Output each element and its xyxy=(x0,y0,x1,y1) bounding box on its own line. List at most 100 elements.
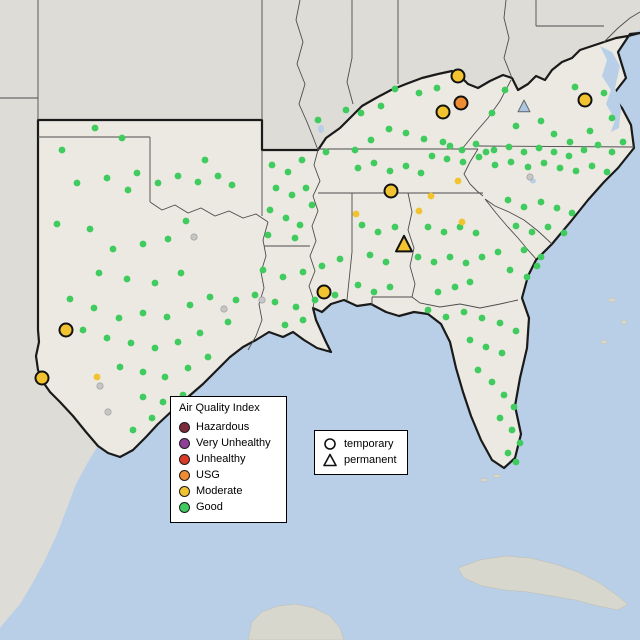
station-good[interactable] xyxy=(177,269,185,277)
station-good[interactable] xyxy=(95,269,103,277)
station-good[interactable] xyxy=(288,191,296,199)
station-good[interactable] xyxy=(537,117,545,125)
station-good[interactable] xyxy=(556,164,564,172)
station-good[interactable] xyxy=(206,293,214,301)
station-good[interactable] xyxy=(520,148,528,156)
station-good[interactable] xyxy=(472,140,480,148)
station-good[interactable] xyxy=(382,258,390,266)
station-good[interactable] xyxy=(308,201,316,209)
station-good[interactable] xyxy=(488,378,496,386)
station-good[interactable] xyxy=(377,102,385,110)
station-good[interactable] xyxy=(440,228,448,236)
station-good[interactable] xyxy=(586,127,594,135)
station-good[interactable] xyxy=(342,106,350,114)
station-good[interactable] xyxy=(506,266,514,274)
station-temporary-moderate[interactable] xyxy=(435,104,451,120)
station-good[interactable] xyxy=(443,155,451,163)
station-good[interactable] xyxy=(504,449,512,457)
station-good[interactable] xyxy=(568,209,576,217)
station-good[interactable] xyxy=(370,159,378,167)
station-good[interactable] xyxy=(524,163,532,171)
station-good[interactable] xyxy=(194,178,202,186)
station-good[interactable] xyxy=(520,246,528,254)
station-good[interactable] xyxy=(619,138,627,146)
station-good[interactable] xyxy=(446,253,454,261)
station-good[interactable] xyxy=(196,329,204,337)
station-good[interactable] xyxy=(282,214,290,222)
station-good[interactable] xyxy=(123,275,131,283)
station-good[interactable] xyxy=(357,109,365,117)
station-good[interactable] xyxy=(214,172,222,180)
station-good[interactable] xyxy=(594,141,602,149)
station-good[interactable] xyxy=(572,167,580,175)
station-moderate[interactable] xyxy=(93,373,101,381)
station-good[interactable] xyxy=(462,259,470,267)
station-temporary-moderate[interactable] xyxy=(383,183,399,199)
station-good[interactable] xyxy=(571,83,579,91)
station-good[interactable] xyxy=(271,298,279,306)
station-good[interactable] xyxy=(512,122,520,130)
station-good[interactable] xyxy=(540,159,548,167)
station-good[interactable] xyxy=(296,221,304,229)
station-good[interactable] xyxy=(66,295,74,303)
station-good[interactable] xyxy=(186,301,194,309)
station-good[interactable] xyxy=(505,143,513,151)
station-good[interactable] xyxy=(424,306,432,314)
station-good[interactable] xyxy=(500,391,508,399)
station-temporary-moderate[interactable] xyxy=(577,92,593,108)
station-good[interactable] xyxy=(90,304,98,312)
station-good[interactable] xyxy=(164,235,172,243)
station-good[interactable] xyxy=(442,313,450,321)
station-no-data[interactable] xyxy=(526,173,534,181)
station-good[interactable] xyxy=(553,204,561,212)
station-good[interactable] xyxy=(428,152,436,160)
station-good[interactable] xyxy=(510,403,518,411)
station-good[interactable] xyxy=(266,206,274,214)
station-moderate[interactable] xyxy=(352,210,360,218)
station-good[interactable] xyxy=(124,186,132,194)
station-temporary-moderate[interactable] xyxy=(450,68,466,84)
station-good[interactable] xyxy=(512,327,520,335)
station-good[interactable] xyxy=(458,146,466,154)
station-good[interactable] xyxy=(391,223,399,231)
station-good[interactable] xyxy=(311,296,319,304)
station-good[interactable] xyxy=(466,336,474,344)
station-good[interactable] xyxy=(588,162,596,170)
station-good[interactable] xyxy=(91,124,99,132)
station-good[interactable] xyxy=(115,314,123,322)
station-good[interactable] xyxy=(504,196,512,204)
station-good[interactable] xyxy=(446,142,454,150)
station-good[interactable] xyxy=(228,181,236,189)
station-good[interactable] xyxy=(491,161,499,169)
station-good[interactable] xyxy=(520,203,528,211)
station-good[interactable] xyxy=(354,164,362,172)
station-good[interactable] xyxy=(151,279,159,287)
station-good[interactable] xyxy=(148,414,156,422)
station-good[interactable] xyxy=(523,273,531,281)
station-good[interactable] xyxy=(507,158,515,166)
station-good[interactable] xyxy=(537,253,545,261)
station-moderate[interactable] xyxy=(458,218,466,226)
station-no-data[interactable] xyxy=(96,382,104,390)
station-good[interactable] xyxy=(174,338,182,346)
station-good[interactable] xyxy=(460,308,468,316)
station-good[interactable] xyxy=(482,148,490,156)
station-good[interactable] xyxy=(420,135,428,143)
station-good[interactable] xyxy=(533,262,541,270)
station-good[interactable] xyxy=(434,288,442,296)
station-good[interactable] xyxy=(336,255,344,263)
station-good[interactable] xyxy=(482,343,490,351)
station-good[interactable] xyxy=(103,334,111,342)
station-moderate[interactable] xyxy=(415,207,423,215)
station-good[interactable] xyxy=(417,169,425,177)
station-good[interactable] xyxy=(415,89,423,97)
station-good[interactable] xyxy=(494,248,502,256)
station-good[interactable] xyxy=(608,148,616,156)
station-good[interactable] xyxy=(251,291,259,299)
station-good[interactable] xyxy=(386,283,394,291)
station-good[interactable] xyxy=(490,146,498,154)
station-good[interactable] xyxy=(281,321,289,329)
station-good[interactable] xyxy=(402,162,410,170)
station-good[interactable] xyxy=(496,319,504,327)
station-good[interactable] xyxy=(73,179,81,187)
